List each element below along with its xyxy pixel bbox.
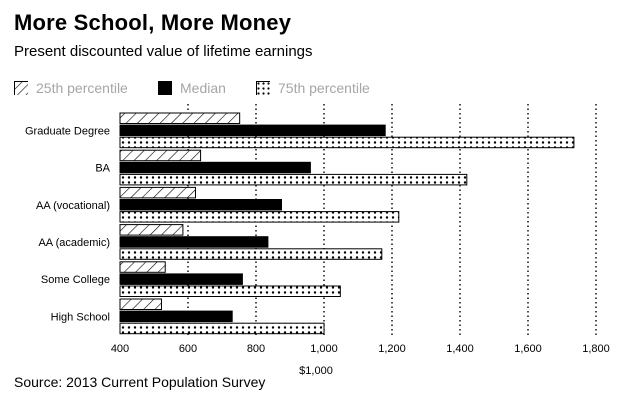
chart-subtitle: Present discounted value of lifetime ear…	[14, 43, 313, 60]
bar-75th-percentile	[119, 322, 325, 335]
bar-25th-percentile	[119, 112, 241, 124]
category-label: High School	[51, 311, 110, 323]
bar-25th-percentile	[119, 298, 162, 310]
bar-median	[119, 236, 269, 248]
x-tick-label: 1,800	[582, 343, 610, 355]
bar-median	[119, 161, 311, 174]
bar-median	[119, 124, 386, 137]
bar-median	[119, 273, 243, 285]
bar-25th-percentile	[119, 224, 184, 236]
category-label: AA (vocational)	[36, 200, 110, 212]
category-labels: Graduate Degree BA AA (vocational) AA (acad…	[25, 125, 111, 323]
source-note: Source: 2013 Current Population Survey	[14, 374, 266, 390]
x-tick-label: 1,200	[378, 343, 406, 355]
bar-75th-percentile	[119, 173, 468, 186]
solid-swatch-icon	[158, 81, 172, 95]
chart-legend: 25th percentile Median 75th percentile	[14, 79, 614, 99]
x-tick-labels: 400 600 800 1,000 1,200 1,400 1,600 1,800	[111, 343, 610, 355]
dots-swatch-icon	[256, 81, 270, 95]
legend-label-median: Median	[180, 80, 226, 96]
category-label: Graduate Degree	[25, 125, 110, 137]
bar-75th-percentile	[119, 285, 341, 297]
bar-median	[119, 310, 233, 323]
x-tick-label: 800	[247, 343, 265, 355]
bar-75th-percentile	[119, 248, 383, 260]
category-label: Some College	[41, 274, 110, 286]
chart-title: More School, More Money	[14, 10, 292, 35]
legend-label-25th: 25th percentile	[36, 80, 128, 96]
bar-median	[119, 199, 282, 211]
bars	[119, 112, 575, 335]
x-tick-label: 400	[111, 343, 129, 355]
category-label: AA (academic)	[38, 237, 110, 249]
bar-75th-percentile	[119, 136, 575, 149]
x-tick-label: 1,600	[514, 343, 542, 355]
x-tick-label: 1,400	[446, 343, 474, 355]
bar-75th-percentile	[119, 211, 400, 223]
category-label: BA	[95, 163, 110, 175]
bar-25th-percentile	[119, 186, 196, 199]
x-tick-label: 600	[179, 343, 197, 355]
bar-25th-percentile	[119, 261, 166, 273]
legend-label-75th: 75th percentile	[278, 80, 370, 96]
hatch-swatch-icon	[14, 81, 28, 95]
bar-25th-percentile	[119, 149, 202, 162]
x-tick-label: 1,000	[310, 343, 338, 355]
x-axis-label: $1,000	[299, 365, 333, 377]
